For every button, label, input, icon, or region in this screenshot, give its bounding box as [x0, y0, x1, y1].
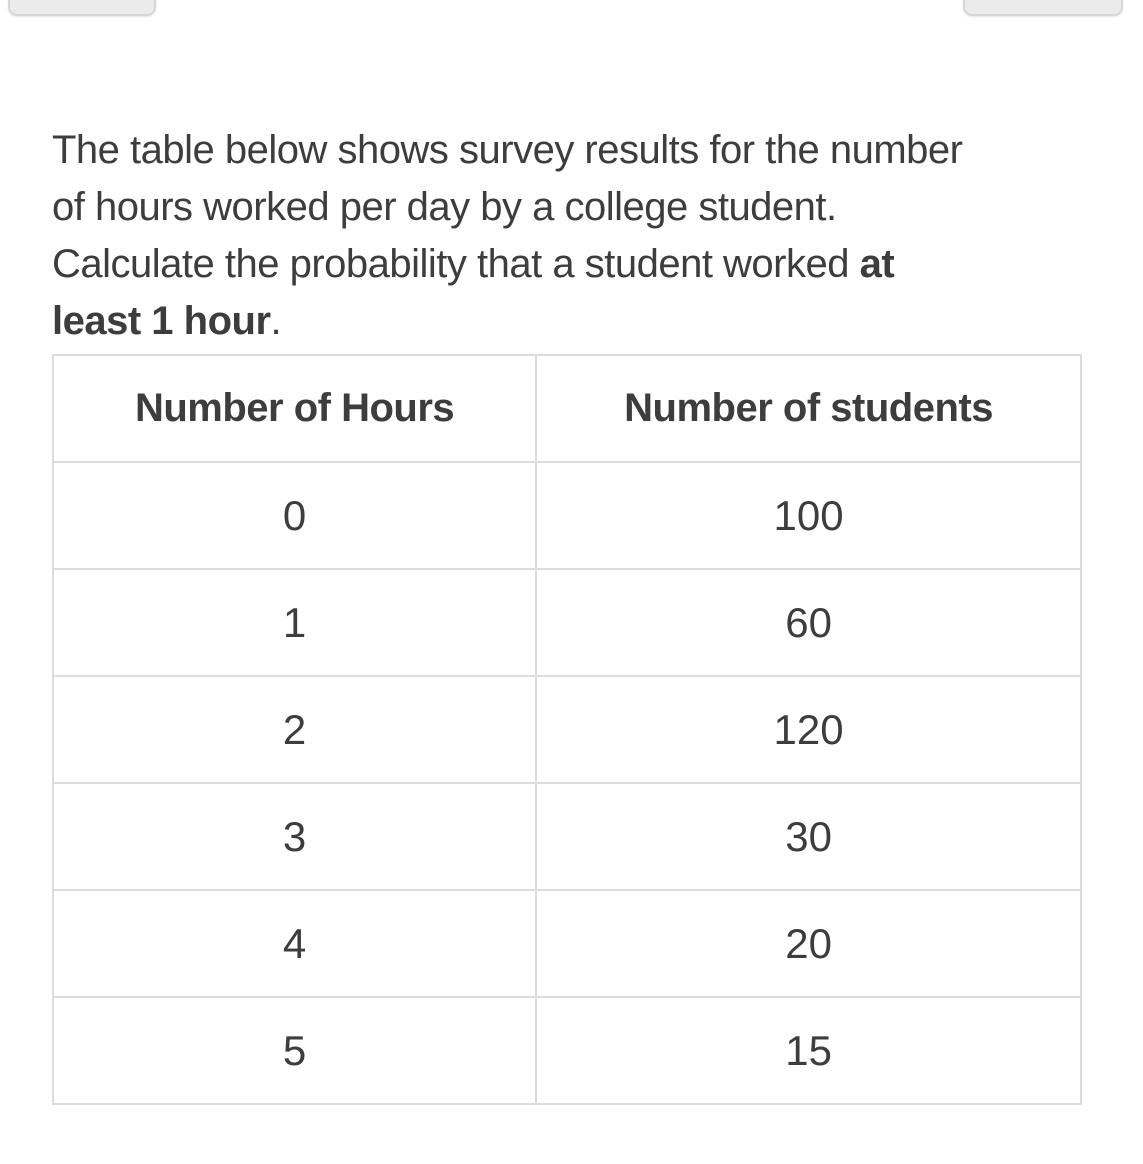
- table-row: 3 30: [51, 782, 1082, 891]
- hours-cell: 2: [51, 675, 538, 784]
- table-row: 2 120: [51, 675, 1082, 784]
- students-cell: 20: [535, 889, 1082, 998]
- question-text-segment: The table below shows survey results for…: [52, 128, 963, 172]
- question-line: least 1 hour.: [52, 293, 1087, 350]
- students-cell: 60: [535, 568, 1082, 677]
- question-text-bold-segment: at: [859, 242, 895, 286]
- column-header-hours: Number of Hours: [51, 354, 538, 463]
- hours-cell: 1: [51, 568, 538, 677]
- table-row: 4 20: [51, 889, 1082, 998]
- question-text-segment: of hours worked per day by a college stu…: [52, 185, 837, 229]
- hours-cell: 0: [51, 461, 538, 570]
- question-text-segment: .: [270, 299, 282, 343]
- question-text-bold-segment: least 1 hour: [52, 299, 271, 343]
- students-cell: 120: [535, 675, 1082, 784]
- question-text-segment: Calculate the probability that a student…: [52, 242, 860, 286]
- table-row: 0 100: [51, 461, 1082, 570]
- hours-cell: 4: [51, 889, 538, 998]
- question-line: The table below shows survey results for…: [52, 122, 1087, 179]
- hours-cell: 5: [51, 996, 538, 1105]
- question-line: Calculate the probability that a student…: [52, 236, 1087, 293]
- column-header-students: Number of students: [535, 354, 1082, 463]
- students-cell: 100: [535, 461, 1082, 570]
- top-left-button[interactable]: [8, 0, 156, 16]
- hours-cell: 3: [51, 782, 538, 891]
- students-cell: 30: [535, 782, 1082, 891]
- top-right-button[interactable]: [963, 0, 1123, 16]
- students-cell: 15: [535, 996, 1082, 1105]
- survey-results-table: Number of Hours Number of students 0 100…: [51, 354, 1082, 1105]
- table-header-row: Number of Hours Number of students: [51, 354, 1082, 463]
- table-row: 1 60: [51, 568, 1082, 677]
- question-line: of hours worked per day by a college stu…: [52, 179, 1087, 236]
- question-text: The table below shows survey results for…: [52, 122, 1087, 350]
- table-row: 5 15: [51, 996, 1082, 1105]
